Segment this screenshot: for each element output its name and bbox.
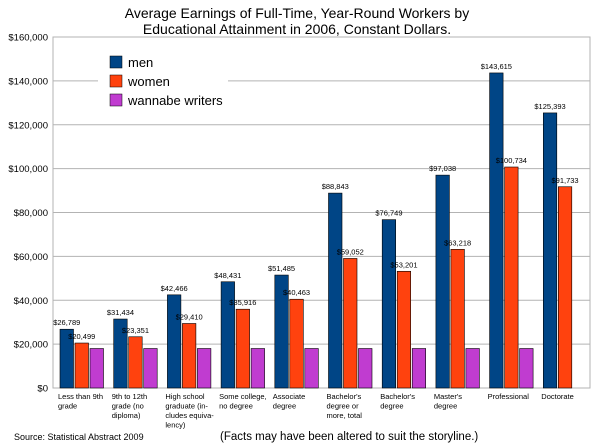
legend-swatch (109, 74, 123, 88)
data-label: $91,733 (551, 176, 578, 185)
y-tick-label: $120,000 (8, 120, 48, 131)
bar-women (289, 298, 304, 389)
category-label: High school (165, 392, 205, 401)
bar-women (235, 308, 250, 389)
source-note: Source: Statistical Abstract 2009 (14, 432, 144, 442)
category-label: graduate (in- (165, 402, 208, 411)
data-label: $20,499 (68, 332, 95, 341)
data-label: $125,393 (534, 102, 565, 111)
data-label: $35,916 (229, 298, 256, 307)
data-label: $31,434 (107, 308, 134, 317)
data-label: $143,615 (481, 62, 512, 71)
y-tick-label: $140,000 (8, 76, 48, 87)
data-label: $88,843 (322, 182, 349, 191)
bar-men (489, 72, 504, 389)
bar-men (542, 112, 558, 389)
y-axis: $0 $20,000 $40,000 $60,000 $80,000 $100,000 $1… (8, 33, 48, 395)
y-tick-label: $160,000 (8, 33, 48, 44)
bars (59, 72, 573, 389)
data-label: $63,218 (444, 238, 471, 247)
bar-men (435, 174, 450, 389)
bar-wannabe-writers (250, 348, 265, 389)
bar-women (557, 186, 573, 389)
legend-swatch (109, 93, 123, 107)
bar-women (343, 258, 358, 389)
category-label: more, total (327, 411, 363, 420)
category-label: diploma) (112, 411, 141, 420)
y-tick-label: $0 (37, 384, 48, 395)
data-label: $100,734 (496, 156, 527, 165)
category-label: Professional (488, 392, 530, 401)
bar-women (396, 270, 412, 389)
bar-women (504, 166, 519, 389)
bar-men (167, 294, 182, 389)
chart-title: Average Earnings of Full-Time, Year-Roun… (125, 5, 469, 37)
category-label: Bachelor's (327, 392, 362, 401)
category-label: degree (273, 402, 296, 411)
category-label: degree (434, 402, 457, 411)
bar-wannabe-writers (411, 348, 427, 389)
y-tick-label: $80,000 (14, 208, 48, 219)
category-label: degree (380, 402, 403, 411)
category-label: Less than 9th (58, 392, 103, 401)
bar-wannabe-writers (358, 348, 373, 389)
category-label: Doctorate (541, 392, 574, 401)
bar-wannabe-writers (465, 348, 480, 389)
data-label: $51,485 (268, 264, 295, 273)
bar-wannabe-writers (143, 348, 158, 389)
category-label: grade (no (112, 402, 144, 411)
y-tick-label: $40,000 (14, 296, 48, 307)
legend-swatch (109, 55, 123, 69)
data-label: $26,789 (53, 318, 80, 327)
category-label: cludes equiva- (165, 411, 214, 420)
grid (52, 36, 591, 389)
bar-wannabe-writers (519, 348, 534, 389)
data-label: $76,749 (375, 209, 402, 218)
bar-men (381, 219, 397, 389)
data-label: $97,038 (429, 164, 456, 173)
legend-entry: men (128, 55, 153, 70)
category-label: degree or (327, 402, 360, 411)
category-label: Some college, (219, 392, 267, 401)
category-label: Bachelor's (380, 392, 415, 401)
y-tick-label: $60,000 (14, 252, 48, 263)
category-label: 9th to 12th (112, 392, 147, 401)
bar-men (328, 192, 343, 389)
data-label: $23,351 (122, 326, 149, 335)
bar-women (74, 342, 89, 389)
bar-men (113, 318, 128, 389)
data-label: $53,201 (390, 260, 417, 269)
bar-women (450, 249, 465, 389)
data-label: $40,463 (283, 288, 310, 297)
category-label: Associate (273, 392, 306, 401)
data-label: $29,410 (176, 312, 203, 321)
plot-frame (52, 36, 591, 389)
chart-title-line: Average Earnings of Full-Time, Year-Roun… (125, 5, 469, 21)
data-labels: $26,789 $31,434 $42,466 $48,431 $51,485 $88,8… (53, 62, 578, 341)
bar-men (274, 274, 289, 389)
bar-wannabe-writers (304, 348, 319, 389)
disclaimer-note: (Facts may have been altered to suit the… (220, 431, 478, 443)
bar-wannabe-writers (89, 348, 104, 389)
category-label: no degree (219, 402, 253, 411)
category-label: grade (58, 402, 77, 411)
legend-entry: women (127, 74, 170, 89)
legend-entry: wannabe writers (127, 93, 223, 108)
category-label: Master's (434, 392, 462, 401)
bar-women (182, 323, 197, 389)
y-tick-label: $100,000 (8, 164, 48, 175)
bar-wannabe-writers (197, 348, 212, 389)
data-label: $59,052 (337, 247, 364, 256)
chart-title-line: Educational Attainment in 2006, Constant… (143, 21, 451, 37)
legend: men women wannabe writers (98, 48, 228, 118)
category-label: lency) (165, 421, 186, 430)
data-label: $48,431 (214, 271, 241, 280)
bar-men (59, 328, 74, 389)
y-tick-label: $20,000 (14, 340, 48, 351)
bar-men (220, 281, 235, 389)
data-label: $42,466 (161, 284, 188, 293)
bar-women (128, 336, 143, 389)
